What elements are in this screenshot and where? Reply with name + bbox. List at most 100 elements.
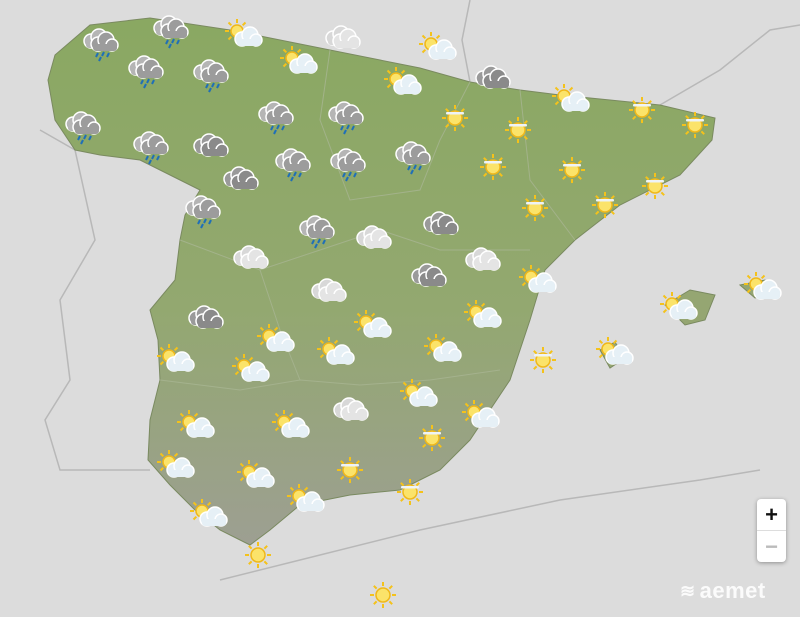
rain-icon [77,134,92,145]
rain-icon [342,171,357,182]
weather-icon-overcast[interactable] [423,211,459,235]
cloud-icon [265,104,294,125]
weather-icon-rain[interactable] [153,15,189,49]
weather-icon-overcast[interactable] [411,263,447,287]
rain-icon [287,171,302,182]
weather-icon-sun-veiled[interactable] [337,457,363,483]
weather-icon-partly-cloudy[interactable] [464,300,502,328]
weather-icon-clear[interactable] [370,582,396,608]
weather-icon-cloudy[interactable] [233,245,269,269]
sun-icon [442,105,468,131]
weather-icon-partly-cloudy[interactable] [237,460,275,488]
rain-icon [340,124,355,135]
spain-mainland [47,17,716,546]
logo-text: aemet [699,578,766,603]
weather-icon-sun-veiled[interactable] [480,154,506,180]
haze-icon [509,124,527,127]
weather-icon-partly-cloudy[interactable] [190,499,228,527]
weather-icon-cloudy[interactable] [465,247,501,271]
weather-icon-rain[interactable] [328,101,364,135]
weather-icon-rain[interactable] [330,148,366,182]
weather-icon-partly-cloudy[interactable] [280,46,318,74]
weather-icon-rain[interactable] [395,141,431,175]
cloud-icon [166,351,195,372]
weather-icon-sun-veiled[interactable] [522,195,548,221]
cloud-icon [528,272,557,293]
weather-icon-partly-cloudy[interactable] [157,450,195,478]
cloud-icon [72,114,101,135]
aemet-logo: ≋ aemet [680,578,766,604]
cloud-icon [246,467,275,488]
haze-icon [526,202,544,205]
weather-icon-partly-cloudy[interactable] [317,337,355,365]
weather-icon-rain[interactable] [83,28,119,62]
weather-icon-partly-cloudy[interactable] [552,84,590,112]
cloud-icon [363,317,392,338]
weather-icon-overcast[interactable] [223,166,259,190]
haze-icon [563,164,581,167]
weather-icon-cloudy[interactable] [356,225,392,249]
weather-icon-overcast[interactable] [475,65,511,89]
weather-icon-partly-cloudy[interactable] [596,337,634,365]
weather-icon-sun-veiled[interactable] [505,117,531,143]
weather-icon-partly-cloudy[interactable] [660,292,698,320]
weather-icon-sun-veiled[interactable] [397,479,423,505]
rain-icon [205,82,220,93]
weather-icon-cloudy[interactable] [311,278,347,302]
weather-icon-overcast[interactable] [193,133,229,157]
weather-icon-partly-cloudy[interactable] [384,67,422,95]
sun-icon [642,173,668,199]
weather-icon-sun-veiled[interactable] [442,105,468,131]
weather-icon-partly-cloudy[interactable] [272,410,310,438]
weather-icon-rain[interactable] [275,148,311,182]
weather-icon-rain[interactable] [185,195,221,229]
weather-icon-rain[interactable] [133,131,169,165]
sun-icon [559,157,585,183]
weather-icon-sun-veiled[interactable] [530,347,556,373]
weather-icon-partly-cloudy[interactable] [287,484,325,512]
weather-icon-cloudy[interactable] [333,397,369,421]
cloud-icon [482,68,511,89]
weather-icon-partly-cloudy[interactable] [354,310,392,338]
weather-icon-sun-veiled[interactable] [642,173,668,199]
weather-icon-rain[interactable] [65,111,101,145]
weather-icon-partly-cloudy[interactable] [424,334,462,362]
weather-icon-sun-veiled[interactable] [559,157,585,183]
zoom-out-button[interactable]: − [765,534,778,559]
weather-icon-rain[interactable] [193,59,229,93]
weather-icon-partly-cloudy[interactable] [519,265,557,293]
weather-icon-rain[interactable] [128,55,164,89]
weather-icon-cloudy[interactable] [325,25,361,49]
zoom-in-button[interactable]: + [757,499,786,531]
cloud-icon [473,307,502,328]
weather-icon-partly-cloudy[interactable] [462,400,500,428]
weather-icon-partly-cloudy[interactable] [400,379,438,407]
weather-icon-partly-cloudy[interactable] [232,354,270,382]
weather-icon-sun-veiled[interactable] [592,192,618,218]
weather-icon-partly-cloudy[interactable] [744,272,782,300]
weather-icon-sun-veiled[interactable] [419,425,445,451]
zoom-control: + − [757,499,786,562]
weather-icon-rain[interactable] [299,215,335,249]
sun-icon [419,425,445,451]
cloud-icon [266,331,295,352]
cloud-icon [409,386,438,407]
weather-icon-sun-veiled[interactable] [682,112,708,138]
cloud-icon [140,134,169,155]
cloud-icon [605,344,634,365]
sun-icon [530,347,556,373]
weather-icon-rain[interactable] [258,101,294,135]
weather-icon-partly-cloudy[interactable] [177,410,215,438]
weather-icon-sun-veiled[interactable] [629,97,655,123]
weather-icon-partly-cloudy[interactable] [225,19,263,47]
cloud-icon [433,341,462,362]
weather-icon-partly-cloudy[interactable] [157,344,195,372]
weather-icon-overcast[interactable] [188,305,224,329]
weather-icon-partly-cloudy[interactable] [419,32,457,60]
weather-icon-clear[interactable] [245,542,271,568]
weather-icon-partly-cloudy[interactable] [257,324,295,352]
aemet-logo-icon: ≋ [680,580,696,601]
cloud-icon [471,407,500,428]
sun-icon [245,542,271,568]
